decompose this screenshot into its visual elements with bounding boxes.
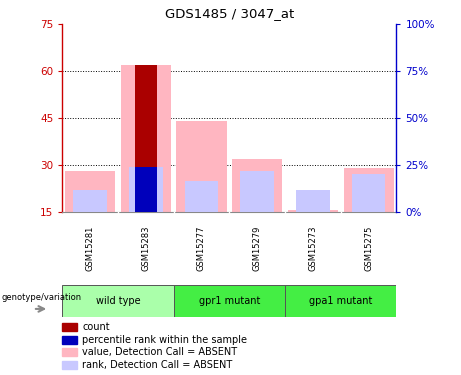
Bar — [62, 336, 77, 344]
Bar — [73, 190, 107, 212]
Bar — [62, 361, 77, 369]
Bar — [135, 166, 157, 212]
Bar — [288, 210, 338, 212]
Bar — [121, 65, 171, 212]
Text: rank, Detection Call = ABSENT: rank, Detection Call = ABSENT — [82, 360, 232, 370]
Text: GSM15277: GSM15277 — [197, 226, 206, 271]
Bar — [62, 323, 77, 331]
Text: gpr1 mutant: gpr1 mutant — [199, 296, 260, 306]
Bar — [177, 121, 226, 212]
Text: GSM15281: GSM15281 — [86, 226, 95, 271]
Text: genotype/variation: genotype/variation — [1, 293, 81, 302]
Text: GSM15283: GSM15283 — [141, 226, 150, 271]
Bar — [135, 65, 157, 212]
Bar — [285, 285, 396, 317]
Text: GSM15279: GSM15279 — [253, 226, 262, 271]
Bar — [296, 190, 330, 212]
Bar — [65, 171, 115, 212]
Bar — [129, 166, 162, 212]
Bar — [241, 171, 274, 212]
Bar — [343, 168, 394, 212]
Bar — [232, 159, 282, 212]
Bar — [352, 174, 385, 212]
Text: gpa1 mutant: gpa1 mutant — [309, 296, 372, 306]
Text: count: count — [82, 322, 110, 332]
Text: GSM15273: GSM15273 — [308, 226, 318, 271]
Bar — [62, 348, 77, 356]
Title: GDS1485 / 3047_at: GDS1485 / 3047_at — [165, 8, 294, 20]
Bar — [174, 285, 285, 317]
Text: percentile rank within the sample: percentile rank within the sample — [82, 334, 247, 345]
Text: value, Detection Call = ABSENT: value, Detection Call = ABSENT — [82, 347, 237, 357]
Bar — [185, 181, 218, 212]
Bar — [62, 285, 174, 317]
Text: GSM15275: GSM15275 — [364, 226, 373, 271]
Text: wild type: wild type — [95, 296, 140, 306]
